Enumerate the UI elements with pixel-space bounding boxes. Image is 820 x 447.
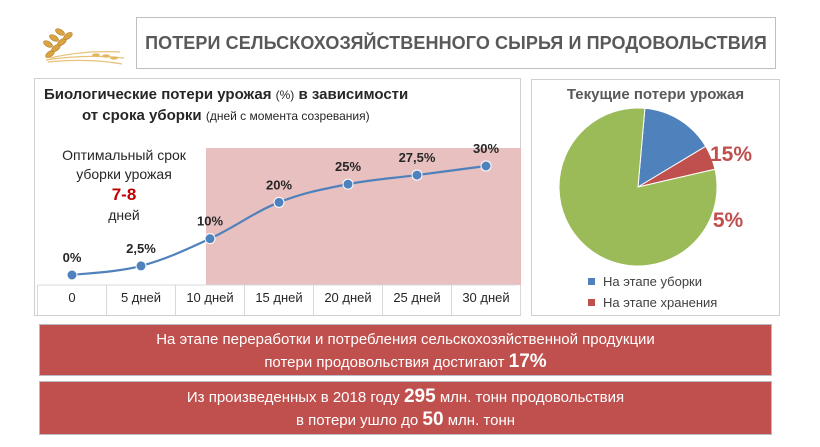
data-point [273,196,285,208]
pie-data-label: 15% [710,143,752,166]
x-tick-label: 5 дней [121,290,161,305]
legend-swatch [588,299,595,306]
processing-loss-value: 17% [508,351,547,372]
data-point [480,160,492,172]
legend-label: На этапе уборки [603,274,702,289]
pie-slice-harvest [637,107,707,188]
pie-data-label: 5% [713,209,744,232]
pie-chart-title: Текущие потери урожая [566,86,745,103]
data-point [204,233,216,245]
data-point [66,269,78,281]
page-title: ПОТЕРИ СЕЛЬСКОХОЗЯЙСТВЕННОГО СЫРЬЯ И ПРО… [145,32,767,53]
loss-value: 50 [422,409,444,430]
data-point [411,169,423,181]
pie-chart-panel [531,79,780,316]
production-losses-band: Из произведенных в 2018 году 295 млн. то… [39,381,772,435]
processing-losses-band: На этапе переработки и потребления сельс… [39,324,772,376]
optimal-harvest-annotation: Оптимальный срок уборки урожая 7-8 дней [44,146,204,225]
data-label: 2,5% [126,241,156,256]
optimal-days-value: 7-8 [111,185,137,204]
x-tick-label: 30 дней [462,290,509,305]
line-chart: 0% 2,5% 10% 20% 25% 27,5% 30% 0 5 дней 10 дней 15… [37,141,521,315]
legend-item: На этапе уборки [588,274,717,289]
x-tick-label: 20 дней [324,290,371,305]
shaded-region [206,148,521,285]
header-title-box: ПОТЕРИ СЕЛЬСКОХОЗЯЙСТВЕННОГО СЫРЬЯ И ПРО… [136,17,776,69]
pie-legend: На этапе уборки На этапе хранения [588,274,717,316]
x-tick-label: 10 дней [186,290,233,305]
line-chart-title-line1: Биологические потери урожая (%) в зависи… [44,86,409,103]
line-chart-title-line2: от срока уборки (дней с момента созреван… [82,107,370,124]
data-point [342,178,354,190]
pie-slice-remainder [558,107,718,267]
pie-chart: 15% 5% [558,107,752,267]
x-tick-label: 15 дней [255,290,302,305]
data-point [135,260,147,272]
data-label: 0% [63,250,82,265]
legend-item: На этапе хранения [588,295,717,310]
wheat-logo [43,28,125,65]
x-tick-label: 0 [68,290,75,305]
data-label: 10% [197,214,223,229]
legend-label: На этапе хранения [603,295,718,310]
x-tick-label: 25 дней [393,290,440,305]
data-label: 20% [266,177,292,192]
data-label: 30% [473,141,499,156]
data-label: 27,5% [399,150,436,165]
production-value: 295 [403,386,436,407]
data-label: 25% [335,159,361,174]
legend-swatch [588,278,595,285]
